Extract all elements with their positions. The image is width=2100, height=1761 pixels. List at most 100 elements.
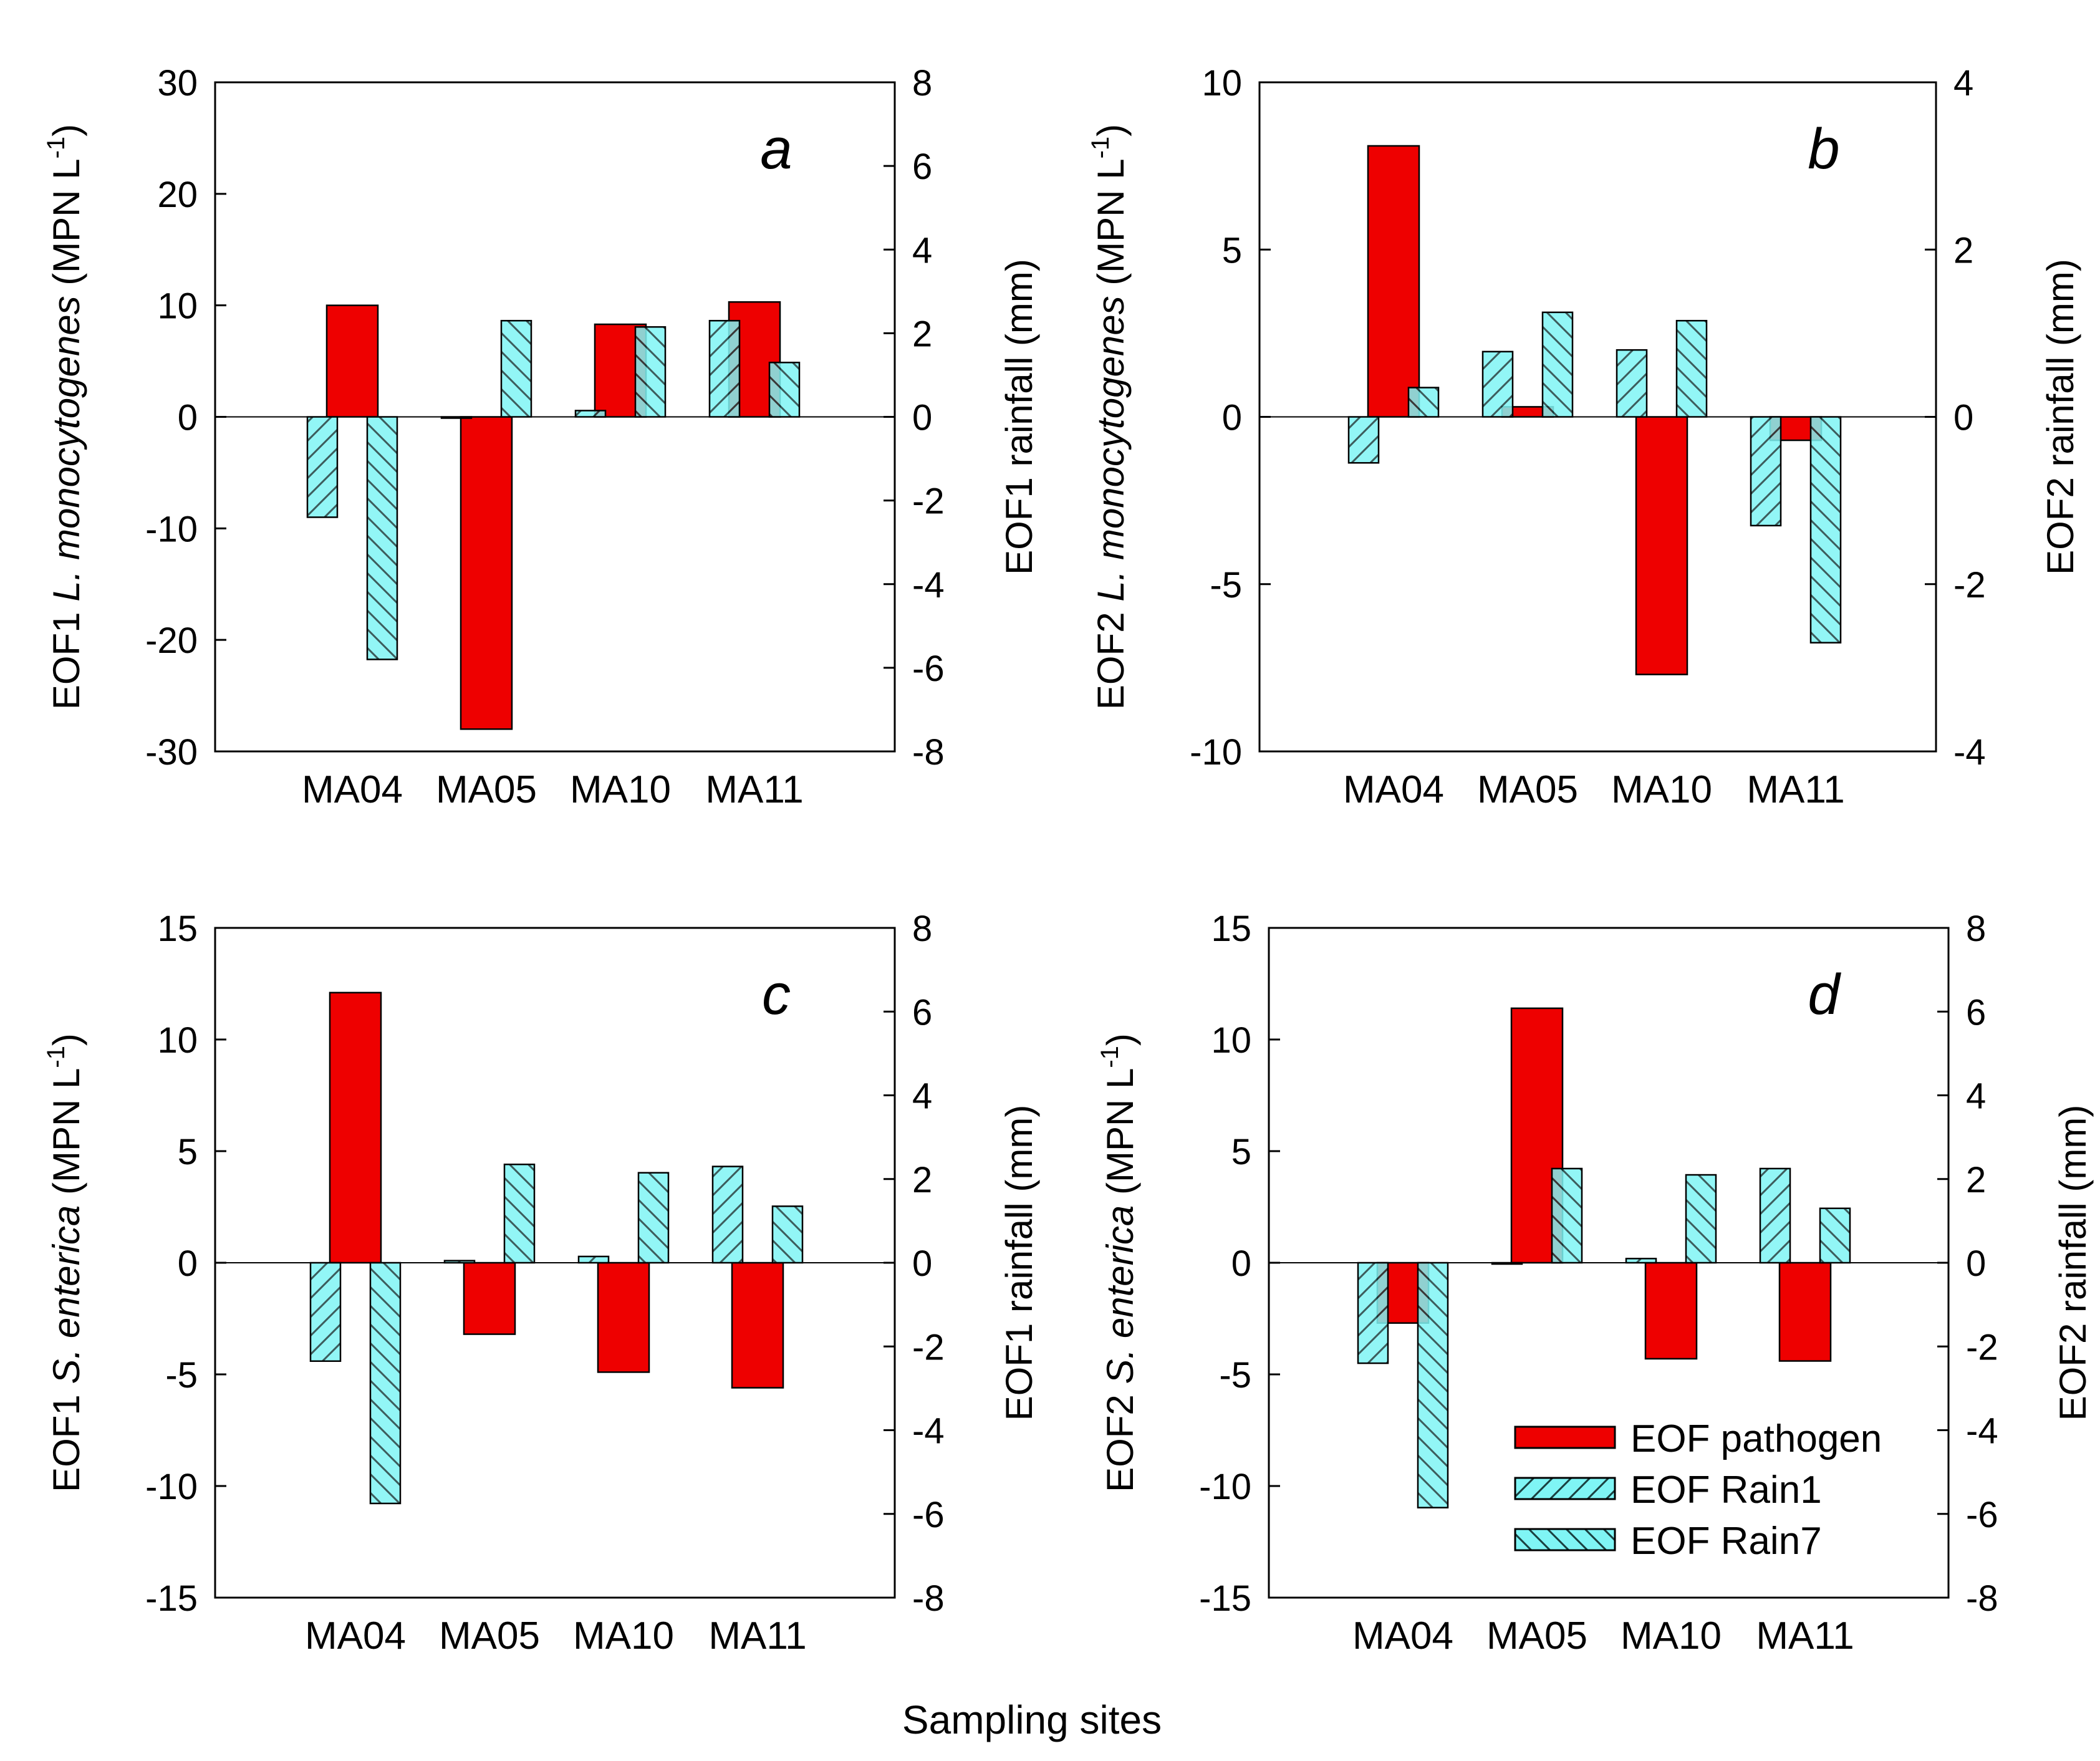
left-axis-label-part: ) [1099,1033,1141,1046]
right-tick-label: 4 [1966,1076,1986,1117]
right-tick-label: 6 [1966,992,1986,1033]
left-tick-label: 10 [157,286,198,327]
right-tick-label: 2 [1953,230,1973,271]
panel-d: -15 -10 -5 0 5 10 15 -8 -6 -4 -2 0 2 4 6 8 MA04 MA05 MA10 M… [1096,909,2094,1657]
left-tick-label: 15 [1211,909,1251,949]
bar-pathogen-ma11 [731,1262,784,1389]
bar-rain1-ma04 [1357,1262,1389,1364]
panel-letter: a [760,117,792,181]
right-tick-label: -4 [912,565,945,605]
category-label: MA11 [1756,1614,1854,1657]
right-axis-label: EOF2 rainfall (mm) [2040,259,2081,575]
bar-rain1-ma10 [1616,349,1648,418]
left-axis-label: EOF1 L. monocytogenes (MPN L-1) [42,124,87,710]
bar-rain1-ma11 [1759,1167,1791,1264]
left-axis-label-part: EOF1 [46,1384,87,1492]
right-tick-label: 6 [912,147,932,187]
bar-rain1-ma10 [574,410,607,418]
category-label: MA04 [302,768,403,811]
right-tick-label: 2 [912,314,932,354]
left-tick-label: -15 [1199,1578,1251,1619]
bar-pathogen-ma05 [463,1262,516,1335]
left-axis-label-part: S. enterica [1099,1205,1141,1384]
category-label: MA10 [573,1614,674,1657]
right-tick-label: -6 [912,649,945,689]
bar-rain1-ma11 [1750,416,1782,527]
bar-rain7-ma05 [1541,311,1574,418]
category-label: MA04 [1343,768,1444,811]
legend: EOF pathogen EOF Rain1 EOF Rain7 [1514,1417,1882,1563]
bar-rain7-ma05 [503,1164,536,1264]
panel-b: -10 -5 0 5 10 -4 -2 0 2 4 MA04 MA05 MA10 MA11 b EOF2 L.… [1087,63,2081,811]
left-tick-label: -5 [165,1355,198,1396]
left-axis-label-part: -1 [42,137,70,159]
category-label: MA04 [305,1614,406,1657]
bar-rain7-ma10 [637,1172,670,1264]
left-tick-label: 0 [1222,398,1242,438]
left-axis-label-part: -1 [42,1046,70,1068]
bar-rain7-ma10 [634,326,667,418]
right-tick-label: 0 [912,1243,932,1284]
category-label: MA05 [1477,768,1578,811]
bar-rain1-ma04 [1347,416,1380,464]
left-axis-label-part: S. enterica [46,1205,87,1384]
left-tick-label: 0 [178,398,198,438]
category-label: MA10 [570,768,671,811]
bar-rain7-ma10 [1685,1174,1717,1264]
bar-rain7-ma10 [1675,320,1708,418]
bar-pathogen-ma04 [329,991,382,1264]
left-axis-label-part: ) [46,1033,87,1046]
left-tick-label: -10 [145,509,198,549]
category-label: MA05 [439,1614,540,1657]
left-tick-label: 10 [1202,63,1242,104]
bar-rain1-ma10 [577,1255,610,1264]
panel-letter: b [1808,117,1839,181]
panel-c: -15 -10 -5 0 5 10 15 -8 -6 -4 -2 0 2 4 6 8 MA04 MA05 MA10 M… [42,909,1040,1657]
left-tick-label: -10 [1190,732,1242,773]
left-tick-label: 20 [157,175,198,215]
left-axis-label-part: L. monocytogenes [1090,296,1132,601]
right-tick-label: 0 [912,398,932,438]
right-tick-label: -6 [912,1495,945,1535]
bar-rain7-ma04 [369,1262,402,1505]
left-axis-label: EOF2 L. monocytogenes (MPN L-1) [1087,124,1132,710]
bar-pathogen-ma10 [1635,416,1688,675]
left-tick-label: -20 [145,620,198,661]
right-axis-label: EOF1 rainfall (mm) [998,259,1040,575]
legend-label-rain1: EOF Rain1 [1630,1469,1822,1512]
left-axis-label-part: EOF2 [1099,1384,1141,1492]
left-tick-label: -5 [1210,565,1242,605]
left-axis-label-part: ) [46,124,87,137]
left-tick-label: 15 [157,909,198,949]
legend-swatch-rain1 [1514,1477,1616,1500]
right-tick-label: -2 [1966,1327,1998,1368]
bar-rain1-ma11 [708,320,741,418]
left-tick-label: 5 [178,1132,198,1172]
bar-rain7-ma11 [1819,1207,1851,1264]
left-axis-label-part: -1 [1087,137,1114,159]
bar-rain7-ma11 [768,362,801,418]
right-tick-label: -2 [912,1327,945,1368]
bar-rain7-ma11 [1809,416,1842,644]
left-tick-label: 30 [157,63,198,104]
right-tick-label: 8 [1966,909,1986,949]
right-tick-label: -8 [912,1578,945,1619]
right-tick-label: -8 [1966,1578,1998,1619]
bar-pathogen-ma10 [1644,1262,1698,1360]
right-tick-label: 8 [912,63,932,104]
category-label: MA04 [1352,1614,1453,1657]
category-label: MA05 [1486,1614,1587,1657]
panel-letter: c [762,963,791,1026]
figure-xlabel: Sampling sites [902,1697,1162,1742]
left-axis-label-part: (MPN L [1099,1068,1141,1205]
right-tick-label: -4 [1966,1411,1998,1452]
left-axis-label-part: EOF2 [1090,602,1132,710]
category-label: MA05 [436,768,537,811]
panel-letter: d [1808,963,1841,1026]
bar-pathogen-ma04 [325,304,379,418]
legend-swatch-rain7 [1514,1528,1616,1551]
bar-rain7-ma05 [500,320,532,418]
right-axis-label: EOF2 rainfall (mm) [2052,1105,2094,1421]
